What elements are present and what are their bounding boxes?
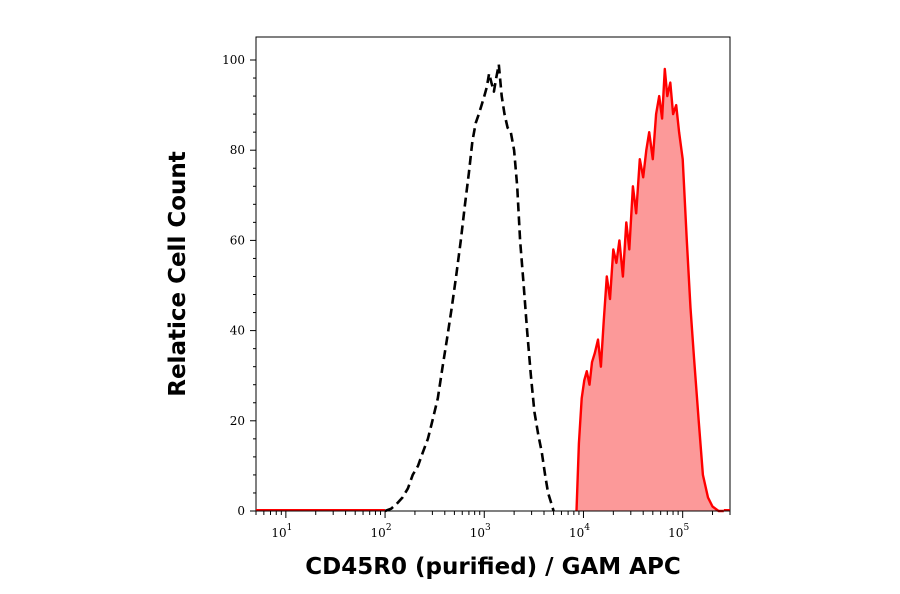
x-tick-label: 102 xyxy=(371,523,392,540)
y-axis-title: Relatice Cell Count xyxy=(165,151,191,397)
x-tick-label: 101 xyxy=(271,523,292,540)
y-tick-label: 60 xyxy=(230,233,245,247)
y-tick-label: 40 xyxy=(230,324,245,338)
x-tick-label: 105 xyxy=(668,523,689,540)
x-tick-label: 103 xyxy=(470,523,491,540)
x-axis-title: CD45R0 (purified) / GAM APC xyxy=(305,554,680,580)
x-tick-label: 104 xyxy=(569,523,590,540)
x-axis: 101 102 103 104 105 xyxy=(255,511,731,540)
y-tick-label: 100 xyxy=(222,53,245,67)
y-tick-label: 20 xyxy=(230,414,245,428)
y-tick-label: 0 xyxy=(237,504,245,518)
series-1-line xyxy=(384,63,555,513)
y-axis: 0 20 40 60 80 100 xyxy=(222,53,256,518)
series-2-fill xyxy=(576,69,724,511)
plot-area xyxy=(255,36,731,513)
y-tick-label: 80 xyxy=(230,143,245,157)
series-2-line xyxy=(575,67,724,513)
series-layer xyxy=(256,63,730,513)
